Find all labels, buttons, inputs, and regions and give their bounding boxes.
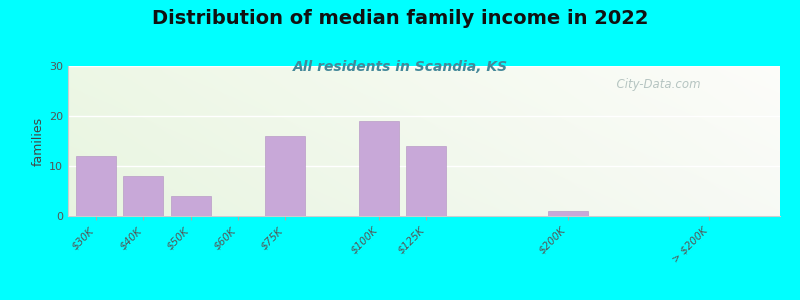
Y-axis label: families: families xyxy=(32,116,45,166)
Text: Distribution of median family income in 2022: Distribution of median family income in … xyxy=(152,9,648,28)
Bar xyxy=(265,136,305,216)
Bar xyxy=(548,211,588,216)
Bar xyxy=(359,121,399,216)
Bar xyxy=(406,146,446,216)
Bar xyxy=(76,156,116,216)
Text: All residents in Scandia, KS: All residents in Scandia, KS xyxy=(293,60,507,74)
Bar xyxy=(123,176,163,216)
Bar xyxy=(170,196,210,216)
Text: City-Data.com: City-Data.com xyxy=(609,78,701,91)
